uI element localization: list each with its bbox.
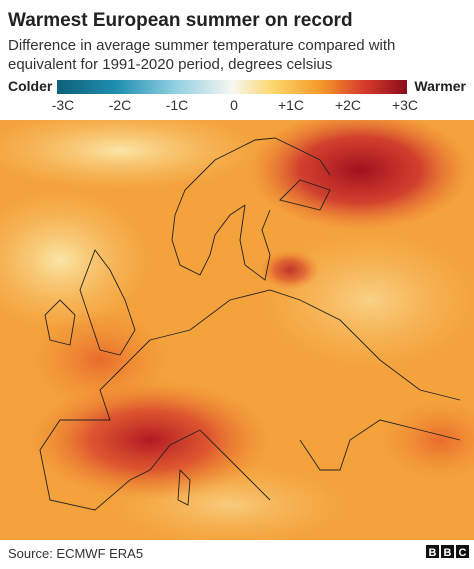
legend-tick-label: +2C — [335, 97, 361, 113]
hot-spot — [30, 380, 270, 500]
legend-ticks: -3C -2C -1C 0 +1C +2C +3C — [52, 97, 418, 113]
legend-tick-label: +1C — [278, 97, 304, 113]
coast — [174, 137, 331, 216]
title: Warmest European summer on record — [8, 10, 353, 31]
coast — [149, 289, 461, 401]
logo-block — [441, 545, 454, 558]
subtitle-line: Difference in average summer temperature… — [8, 37, 395, 54]
legend-high-label: Warmer — [414, 78, 466, 94]
color-scale — [57, 80, 407, 94]
shade — [380, 400, 474, 480]
source: Source: ECMWF ERA5 — [8, 546, 143, 561]
logo-block — [426, 545, 439, 558]
coastlines — [39, 137, 461, 511]
shade — [30, 310, 170, 410]
coast — [79, 249, 136, 356]
coast — [44, 299, 76, 346]
coast — [299, 419, 461, 471]
subtitle-line: equivalent for 1991-2020 period, degrees… — [8, 56, 332, 73]
legend-tick-label: -2C — [109, 97, 132, 113]
coast — [279, 179, 331, 211]
legend-low-label: Colder — [8, 78, 53, 94]
logo-letter: C — [459, 547, 467, 559]
shade — [0, 190, 150, 330]
coast — [177, 468, 191, 506]
hot-spot — [250, 120, 470, 230]
coast — [39, 339, 271, 511]
legend-tick-label: -3C — [52, 97, 75, 113]
logo-letter: B — [444, 547, 452, 559]
coast — [239, 204, 271, 281]
legend-tick-label: +3C — [392, 97, 418, 113]
logo-letter: B — [429, 547, 437, 559]
legend-tick-label: -1C — [166, 97, 189, 113]
shade — [0, 120, 260, 190]
logo-block — [456, 545, 469, 558]
hot-spot — [260, 250, 320, 290]
legend-tick-label: 0 — [230, 97, 238, 113]
map — [0, 120, 474, 540]
coast — [171, 204, 246, 276]
